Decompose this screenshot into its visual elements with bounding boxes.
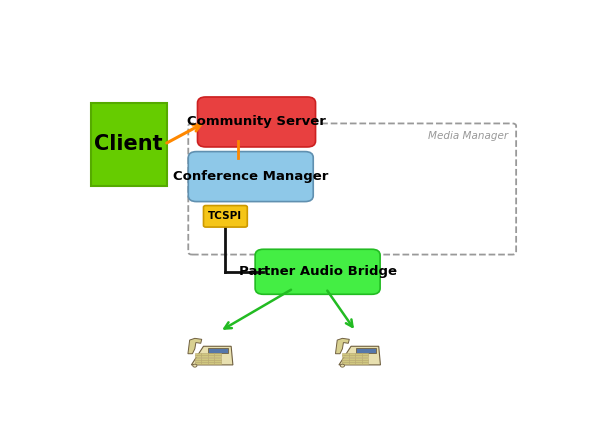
FancyBboxPatch shape <box>342 359 349 362</box>
FancyBboxPatch shape <box>214 362 221 364</box>
FancyBboxPatch shape <box>349 357 355 359</box>
FancyBboxPatch shape <box>195 362 201 364</box>
FancyBboxPatch shape <box>208 362 214 364</box>
FancyBboxPatch shape <box>362 362 368 364</box>
FancyBboxPatch shape <box>198 97 315 147</box>
FancyBboxPatch shape <box>255 249 380 294</box>
FancyBboxPatch shape <box>195 359 201 362</box>
FancyBboxPatch shape <box>208 359 214 362</box>
Text: Media Manager: Media Manager <box>428 131 508 141</box>
FancyBboxPatch shape <box>201 353 208 355</box>
Polygon shape <box>188 338 202 354</box>
FancyBboxPatch shape <box>214 359 221 362</box>
FancyBboxPatch shape <box>349 353 355 355</box>
FancyBboxPatch shape <box>362 359 368 362</box>
FancyBboxPatch shape <box>201 357 208 359</box>
FancyBboxPatch shape <box>188 152 313 202</box>
Circle shape <box>193 364 197 367</box>
Text: Conference Manager: Conference Manager <box>173 170 328 183</box>
FancyBboxPatch shape <box>214 356 221 357</box>
FancyBboxPatch shape <box>355 353 362 355</box>
FancyBboxPatch shape <box>201 359 208 362</box>
FancyBboxPatch shape <box>208 356 214 357</box>
FancyBboxPatch shape <box>201 356 208 357</box>
FancyBboxPatch shape <box>362 357 368 359</box>
FancyBboxPatch shape <box>362 353 368 355</box>
FancyBboxPatch shape <box>342 356 349 357</box>
FancyBboxPatch shape <box>342 362 349 364</box>
FancyBboxPatch shape <box>355 362 362 364</box>
FancyBboxPatch shape <box>349 359 355 362</box>
Text: Client: Client <box>94 134 163 154</box>
FancyBboxPatch shape <box>342 353 349 355</box>
Circle shape <box>340 364 345 367</box>
FancyBboxPatch shape <box>214 357 221 359</box>
FancyBboxPatch shape <box>195 353 201 355</box>
FancyBboxPatch shape <box>355 356 362 357</box>
FancyBboxPatch shape <box>208 353 214 355</box>
FancyBboxPatch shape <box>90 103 167 186</box>
FancyBboxPatch shape <box>201 362 208 364</box>
FancyBboxPatch shape <box>214 353 221 355</box>
FancyBboxPatch shape <box>195 357 201 359</box>
Text: Partner Audio Bridge: Partner Audio Bridge <box>239 265 397 278</box>
FancyBboxPatch shape <box>203 206 248 227</box>
Polygon shape <box>339 346 380 365</box>
FancyBboxPatch shape <box>349 356 355 357</box>
FancyBboxPatch shape <box>342 357 349 359</box>
Text: Community Server: Community Server <box>187 116 326 129</box>
FancyBboxPatch shape <box>356 348 375 353</box>
FancyBboxPatch shape <box>355 359 362 362</box>
Polygon shape <box>192 346 233 365</box>
Text: TCSPI: TCSPI <box>208 211 242 221</box>
FancyBboxPatch shape <box>208 357 214 359</box>
FancyBboxPatch shape <box>208 348 228 353</box>
FancyBboxPatch shape <box>362 356 368 357</box>
FancyBboxPatch shape <box>355 357 362 359</box>
Polygon shape <box>336 338 349 354</box>
FancyBboxPatch shape <box>195 356 201 357</box>
FancyBboxPatch shape <box>349 362 355 364</box>
